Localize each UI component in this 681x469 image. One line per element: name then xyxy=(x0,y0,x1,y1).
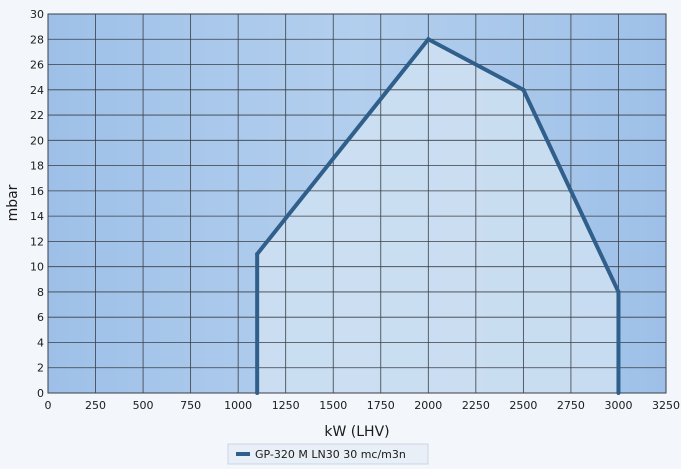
y-tick-label: 28 xyxy=(30,33,44,46)
y-tick-label: 0 xyxy=(37,387,44,400)
y-tick-label: 2 xyxy=(37,362,44,375)
series-line xyxy=(255,36,621,393)
x-tick-label: 1000 xyxy=(224,399,252,412)
x-tick-label: 250 xyxy=(85,399,106,412)
x-tick-label: 1500 xyxy=(319,399,347,412)
y-tick-label: 8 xyxy=(37,286,44,299)
x-tick-label: 750 xyxy=(180,399,201,412)
x-tick-label: 1750 xyxy=(367,399,395,412)
x-tick-labels: 0 250 500 750 1000 1250 1500 1750 2000 2250 2500 27… xyxy=(45,399,681,412)
data-point xyxy=(616,289,621,294)
y-tick-label: 26 xyxy=(30,59,44,72)
x-tick-label: 2250 xyxy=(462,399,490,412)
grid xyxy=(47,13,667,394)
y-axis-title: mbar xyxy=(5,184,21,221)
y-tick-label: 24 xyxy=(30,84,44,97)
y-tick-label: 4 xyxy=(37,336,44,349)
x-tick-label: 3000 xyxy=(604,399,632,412)
legend: GP-320 M LN30 30 mc/m3n xyxy=(227,443,429,465)
x-tick-label: 500 xyxy=(133,399,154,412)
x-axis-title: kW (LHV) xyxy=(324,424,389,440)
x-tick-label: 1250 xyxy=(272,399,300,412)
y-tick-label: 30 xyxy=(30,8,44,21)
x-tick-label: 2750 xyxy=(557,399,585,412)
y-tick-label: 22 xyxy=(30,109,44,122)
data-point xyxy=(255,252,260,257)
data-point xyxy=(426,37,431,42)
y-tick-label: 10 xyxy=(30,261,44,274)
plot-frame xyxy=(47,13,667,394)
y-tick-label: 6 xyxy=(37,311,44,324)
y-tick-label: 16 xyxy=(30,185,44,198)
x-tick-label: 0 xyxy=(45,399,52,412)
y-tick-label: 12 xyxy=(30,235,44,248)
x-tick-label: 2500 xyxy=(509,399,537,412)
x-tick-label: 2000 xyxy=(414,399,442,412)
legend-box xyxy=(227,443,429,465)
data-point xyxy=(616,391,621,395)
y-tick-label: 20 xyxy=(30,134,44,147)
legend-label: GP-320 M LN30 30 mc/m3n xyxy=(255,448,406,461)
x-tick-label: 3250 xyxy=(652,399,680,412)
series-points xyxy=(255,37,621,395)
y-tick-label: 18 xyxy=(30,160,44,173)
y-tick-label: 14 xyxy=(30,210,44,223)
data-point xyxy=(521,87,526,92)
data-point xyxy=(255,391,260,395)
